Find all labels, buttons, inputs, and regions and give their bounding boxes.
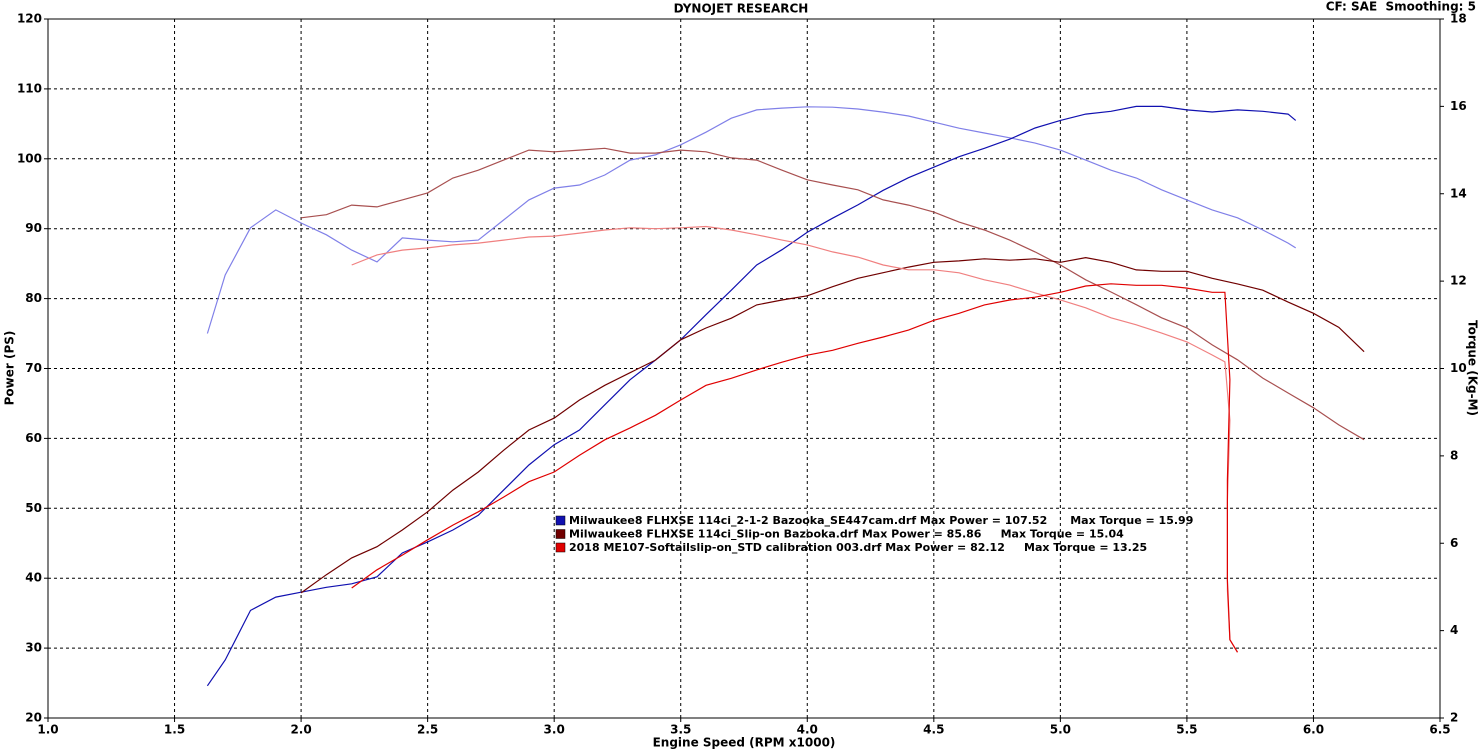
y-tick-label: 60 — [25, 431, 42, 445]
y-tick-label: 90 — [25, 221, 42, 235]
x-tick-label: 4.0 — [797, 723, 818, 737]
x-tick-label: 6.5 — [1429, 723, 1450, 737]
torque-line — [351, 225, 1239, 653]
y2-tick-label: 6 — [1450, 536, 1458, 550]
x-tick-label: 6.0 — [1303, 723, 1324, 737]
y-tick-label: 110 — [17, 81, 42, 95]
legend-entry: Milwaukee8 FLHXSE 114ci_Slip-on Bazooka.… — [569, 528, 1124, 541]
y-tick-label: 120 — [17, 12, 42, 26]
y2-tick-label: 4 — [1450, 623, 1458, 637]
legend-swatch — [555, 542, 566, 553]
x-tick-label: 1.5 — [164, 723, 185, 737]
legend-entry: 2018 ME107-Softailslip-on_STD calibratio… — [569, 541, 1147, 554]
torque-line — [301, 147, 1365, 441]
legend-swatch — [555, 529, 566, 539]
y2-tick-label: 12 — [1450, 274, 1467, 288]
y-tick-label: 80 — [25, 291, 42, 305]
y2-axis-label: Torque (Kg-M) — [1466, 320, 1480, 416]
y-tick-label: 50 — [25, 501, 42, 515]
power-line — [300, 256, 1365, 594]
x-tick-label: 4.5 — [923, 723, 944, 737]
x-tick-label: 2.0 — [290, 723, 311, 737]
y2-tick-label: 8 — [1450, 448, 1458, 462]
chart-subtitle: CF: SAE Smoothing: 5 — [1326, 0, 1476, 14]
y-tick-label: 100 — [17, 151, 42, 165]
x-tick-label: 2.5 — [417, 723, 438, 737]
y-tick-label: 30 — [25, 641, 42, 655]
y-tick-label: 70 — [25, 361, 42, 375]
power-line — [351, 283, 1239, 653]
y2-tick-label: 2 — [1450, 711, 1458, 725]
x-tick-label: 5.5 — [1176, 723, 1197, 737]
y-tick-label: 20 — [25, 711, 42, 725]
x-tick-label: 5.0 — [1050, 723, 1071, 737]
x-axis-label: Engine Speed (RPM x1000) — [653, 736, 836, 750]
torque-line — [206, 106, 1297, 334]
y2-tick-label: 18 — [1450, 12, 1467, 26]
y-axis-label: Power (PS) — [3, 331, 17, 406]
power-line — [206, 105, 1297, 687]
y2-tick-label: 14 — [1450, 186, 1467, 200]
legend-entry: Milwaukee8 FLHXSE 114ci_2-1-2 Bazooka_SE… — [569, 514, 1193, 527]
x-tick-label: 3.5 — [670, 723, 691, 737]
y2-tick-label: 16 — [1450, 99, 1467, 113]
chart-title: DYNOJET RESEARCH — [674, 2, 809, 16]
x-tick-label: 3.0 — [544, 723, 565, 737]
y2-tick-label: 10 — [1450, 361, 1467, 375]
y-tick-label: 40 — [25, 571, 42, 585]
legend-swatch — [555, 515, 566, 526]
x-tick-label: 1.0 — [37, 723, 58, 737]
